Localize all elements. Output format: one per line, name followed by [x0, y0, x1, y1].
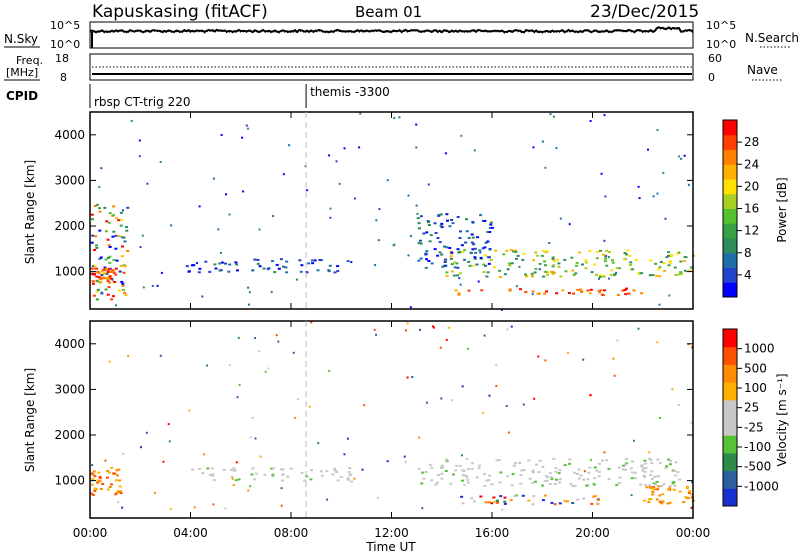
colorbar-tick-label: -25: [744, 420, 764, 434]
colorbar-swatch: [723, 435, 737, 454]
velocity-colorbar: [723, 329, 737, 507]
vel-yticks-label: 3000: [54, 382, 85, 396]
velocity-colorbar-label: Velocity [m s⁻¹]: [775, 373, 789, 466]
colorbar-swatch: [723, 267, 737, 283]
colorbar-tick-label: 24: [744, 157, 759, 171]
colorbar-tick-label: -500: [744, 460, 771, 474]
time-tick-label: 08:00: [274, 526, 309, 540]
time-tick-label: 16:00: [475, 526, 510, 540]
time-tick-label: 04:00: [173, 526, 208, 540]
noise-left-label: N.Sky: [4, 32, 38, 46]
title: Kapuskasing (fitACF): [92, 2, 268, 22]
cpid-segment-1: rbsp CT-trig 220: [94, 95, 190, 109]
noise-panel: [89, 21, 694, 49]
time-tick-label: 12:00: [374, 526, 409, 540]
colorbar-swatch: [723, 179, 737, 195]
velocity-ylabel: Slant Range [km]: [23, 368, 37, 472]
colorbar-swatch: [723, 164, 737, 180]
colorbar-swatch: [723, 329, 737, 348]
colorbar-swatch: [723, 134, 737, 150]
cpid-segment-2: themis -3300: [310, 85, 390, 99]
colorbar-swatch: [723, 238, 737, 254]
colorbar-swatch: [723, 382, 737, 401]
colorbar-tick-label: -1000: [744, 479, 779, 493]
vel-yticks-label: 4000: [54, 337, 85, 351]
noise-right-label: N.Search: [745, 31, 799, 45]
time-tick-label: 00:00: [676, 526, 711, 540]
freq-tick-bottom: 8: [60, 71, 67, 84]
colorbar-swatch: [723, 364, 737, 383]
power-ylabel: Slant Range [km]: [23, 160, 37, 264]
colorbar-tick-label: 20: [744, 179, 759, 193]
colorbar-tick-label: 25: [744, 401, 759, 415]
noise-search-trace: [89, 27, 694, 34]
power-yticks-label: 1000: [54, 265, 85, 279]
nave-tick-bottom: 0: [708, 71, 715, 84]
colorbar-swatch: [723, 223, 737, 239]
colorbar-swatch: [723, 208, 737, 224]
colorbar-tick-label: 4: [744, 268, 752, 282]
time-tick-label: 20:00: [575, 526, 610, 540]
colorbar-tick-label: 12: [744, 224, 759, 238]
noise-sky-trace: [89, 26, 694, 34]
colorbar-swatch: [723, 193, 737, 209]
power-yticks-label: 2000: [54, 219, 85, 233]
colorbar-swatch: [723, 252, 737, 268]
velocity-heatmap: [90, 321, 695, 519]
vel-yticks-label: 2000: [54, 428, 85, 442]
power-yticks-label: 3000: [54, 173, 85, 187]
power-heatmap: [90, 112, 695, 311]
colorbar-tick-label: 16: [744, 202, 759, 216]
noise-left-tick-top: 10^5: [50, 19, 80, 32]
nave-label: Nave: [747, 63, 778, 77]
colorbar-swatch: [723, 346, 737, 365]
colorbar-tick-label: 1000: [744, 342, 775, 356]
colorbar-swatch: [723, 399, 737, 418]
time-axis-label: Time UT: [365, 540, 416, 554]
colorbar-swatch: [723, 452, 737, 472]
power-panel-frame: [89, 111, 694, 310]
power-colorbar: [723, 120, 737, 298]
freq-label-line1: Freq.: [16, 54, 43, 67]
power-colorbar-label: Power [dB]: [775, 177, 789, 242]
colorbar-tick-label: -100: [744, 440, 771, 454]
nave-tick-top: 60: [708, 52, 722, 65]
noise-right-tick-bottom: 10^0: [706, 38, 736, 51]
colorbar-swatch: [723, 120, 737, 136]
colorbar-swatch: [723, 282, 737, 298]
colorbar-tick-label: 500: [744, 361, 767, 375]
freq-panel: [89, 53, 694, 81]
colorbar-swatch: [723, 149, 737, 165]
noise-right-tick-top: 10^5: [706, 19, 736, 32]
freq-tick-top: 18: [55, 52, 69, 65]
colorbar-swatch: [723, 417, 737, 436]
vel-yticks-label: 1000: [54, 474, 85, 488]
time-tick-label: 00:00: [73, 526, 108, 540]
noise-left-tick-bottom: 10^0: [50, 38, 80, 51]
colorbar-tick-label: 100: [744, 381, 767, 395]
colorbar-tick-label: 8: [744, 246, 752, 260]
colorbar-tick-label: 28: [744, 135, 759, 149]
colorbar-swatch: [723, 470, 737, 489]
power-yticks-label: 4000: [54, 128, 85, 142]
colorbar-swatch: [723, 488, 737, 507]
beam-label: Beam 01: [355, 3, 422, 21]
cpid-label: CPID: [6, 89, 38, 103]
date-label: 23/Dec/2015: [590, 2, 699, 22]
velocity-panel-frame: [89, 320, 694, 519]
freq-label-line2: [MHz]: [6, 66, 38, 79]
